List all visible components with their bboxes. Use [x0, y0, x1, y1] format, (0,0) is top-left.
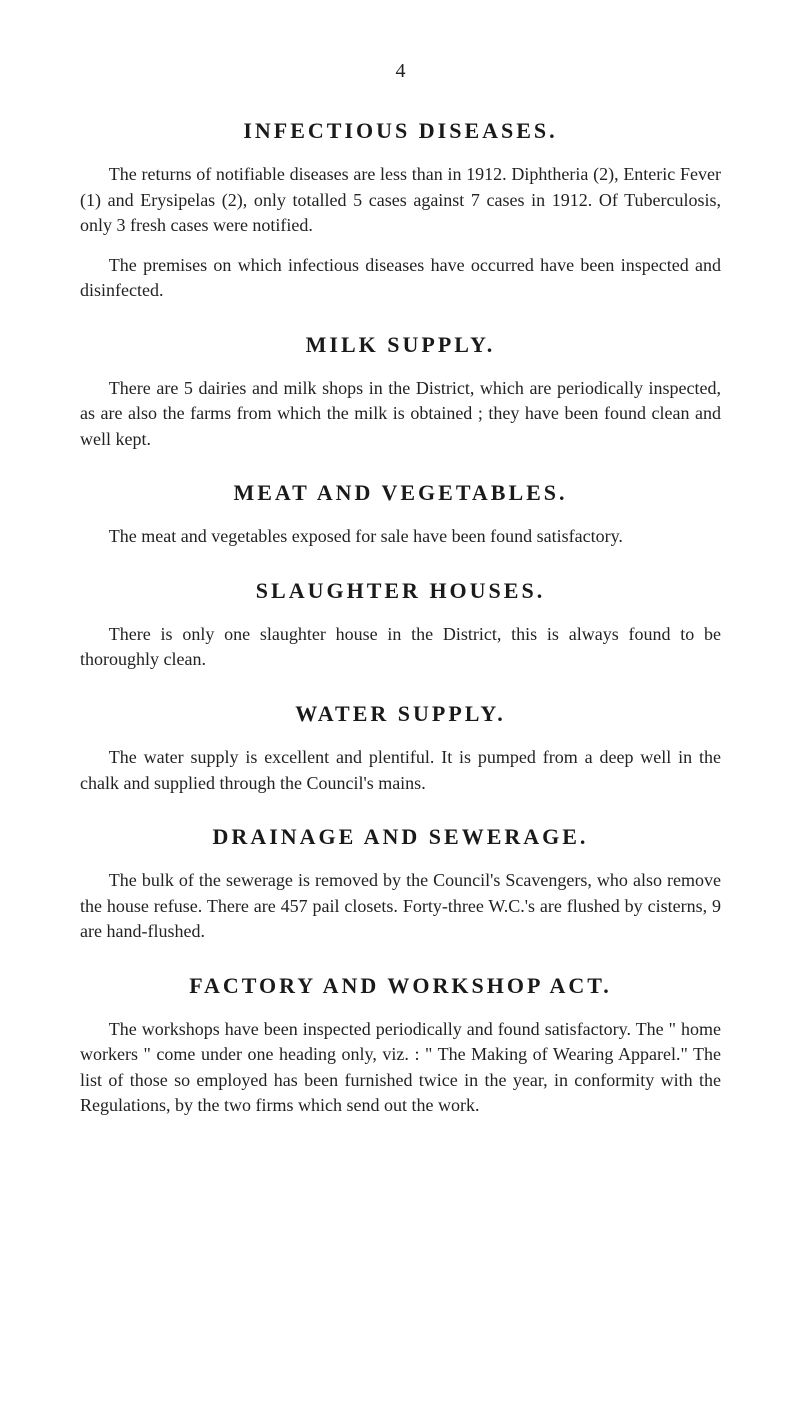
paragraph: The workshops have been inspected period… [80, 1017, 721, 1119]
section-title-drainage-sewerage: DRAINAGE AND SEWERAGE. [80, 824, 721, 850]
paragraph: The returns of notifiable diseases are l… [80, 162, 721, 239]
paragraph: There are 5 dairies and milk shops in th… [80, 376, 721, 453]
section-title-infectious-diseases: INFECTIOUS DISEASES. [80, 118, 721, 144]
section-title-milk-supply: MILK SUPPLY. [80, 332, 721, 358]
paragraph: The premises on which infectious disease… [80, 253, 721, 304]
section-title-factory-workshop: FACTORY AND WORKSHOP ACT. [80, 973, 721, 999]
paragraph: The water supply is excellent and plenti… [80, 745, 721, 796]
page-container: 4 INFECTIOUS DISEASES. The returns of no… [0, 0, 801, 1415]
page-number: 4 [80, 60, 721, 83]
paragraph: There is only one slaughter house in the… [80, 622, 721, 673]
paragraph: The meat and vegetables exposed for sale… [80, 524, 721, 550]
paragraph: The bulk of the sewerage is removed by t… [80, 868, 721, 945]
section-title-water-supply: WATER SUPPLY. [80, 701, 721, 727]
section-title-meat-vegetables: MEAT AND VEGETABLES. [80, 480, 721, 506]
section-title-slaughter-houses: SLAUGHTER HOUSES. [80, 578, 721, 604]
